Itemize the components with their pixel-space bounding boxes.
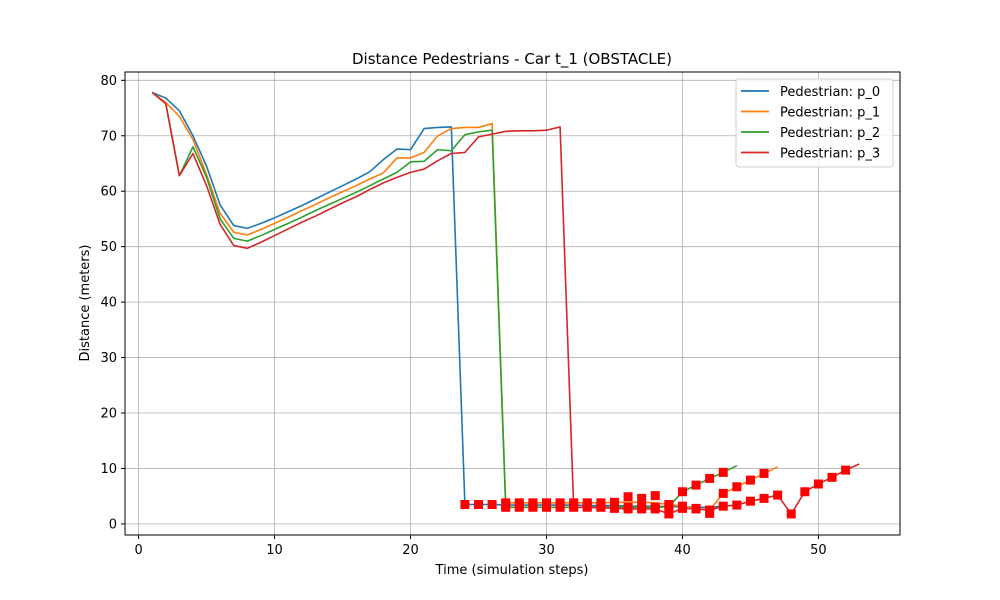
- collision-marker: [637, 493, 647, 503]
- x-tick-label: 10: [266, 543, 283, 558]
- plot-area: [151, 91, 860, 519]
- series-line-pedestrian-p-3: [151, 91, 860, 515]
- y-tick-label: 60: [100, 185, 117, 200]
- collision-marker: [691, 504, 701, 514]
- collision-marker: [650, 491, 660, 501]
- x-tick-label: 50: [810, 543, 827, 558]
- x-tick-label: 30: [538, 543, 555, 558]
- collision-marker: [841, 465, 851, 475]
- legend-label: Pedestrian: p_2: [780, 126, 880, 141]
- collision-marker: [705, 473, 715, 483]
- collision-marker: [555, 500, 565, 510]
- collision-marker: [623, 492, 633, 502]
- collision-marker: [718, 467, 728, 477]
- collision-marker: [677, 487, 687, 497]
- legend-box: [735, 78, 894, 168]
- collision-marker: [623, 504, 633, 514]
- collision-marker: [677, 503, 687, 513]
- collision-marker: [637, 504, 647, 514]
- chart-title: Distance Pedestrians - Car t_1 (OBSTACLE…: [352, 50, 672, 69]
- x-tick-label: 20: [402, 543, 419, 558]
- collision-marker: [745, 475, 755, 485]
- collision-marker: [487, 500, 497, 510]
- collision-marker: [827, 472, 837, 482]
- collision-marker: [745, 496, 755, 506]
- collision-marker: [705, 508, 715, 518]
- y-tick-label: 10: [100, 462, 117, 477]
- collision-marker: [501, 500, 511, 510]
- collision-marker: [460, 500, 470, 510]
- collision-marker: [759, 468, 769, 478]
- y-axis-label: Distance (meters): [78, 245, 93, 362]
- y-tick-label: 50: [100, 240, 117, 255]
- y-tick-label: 0: [109, 517, 117, 532]
- collision-marker: [609, 503, 619, 513]
- collision-marker: [474, 500, 484, 510]
- y-tick-label: 30: [100, 351, 117, 366]
- y-tick-label: 80: [100, 74, 117, 89]
- collision-marker: [609, 497, 619, 507]
- collision-marker: [732, 482, 742, 492]
- x-tick-label: 40: [674, 543, 691, 558]
- collision-marker: [582, 501, 592, 511]
- y-tick-label: 70: [100, 129, 117, 144]
- x-axis-label: Time (simulation steps): [435, 563, 589, 578]
- collision-marker: [718, 488, 728, 498]
- collision-marker: [759, 493, 769, 503]
- collision-marker: [514, 500, 524, 510]
- collision-marker: [786, 509, 796, 519]
- collision-marker: [664, 509, 674, 519]
- collision-marker: [541, 500, 551, 510]
- legend-label: Pedestrian: p_0: [780, 85, 880, 100]
- axis-ticks: 0 10 20 30 40 50 0 10 20 30 40 50 60 70 80: [100, 74, 826, 558]
- collision-marker: [732, 500, 742, 510]
- y-tick-label: 20: [100, 407, 117, 422]
- legend-label: Pedestrian: p_3: [780, 147, 880, 162]
- collision-marker: [813, 479, 823, 489]
- collision-marker: [718, 501, 728, 511]
- collision-marker: [773, 490, 783, 500]
- marker-points: [460, 465, 851, 519]
- series-line-pedestrian-p-1: [151, 91, 778, 511]
- collision-marker: [664, 502, 674, 512]
- collision-marker: [596, 501, 606, 511]
- legend: Pedestrian: p_0 Pedestrian: p_1 Pedestrian…: [735, 78, 894, 168]
- collision-marker: [691, 480, 701, 490]
- collision-marker: [800, 487, 810, 497]
- y-tick-label: 40: [100, 296, 117, 311]
- collision-marker: [569, 500, 579, 510]
- x-tick-label: 0: [134, 543, 142, 558]
- legend-label: Pedestrian: p_1: [780, 106, 880, 121]
- plot-frame: [124, 71, 901, 536]
- collision-marker: [650, 504, 660, 514]
- collision-marker: [528, 500, 538, 510]
